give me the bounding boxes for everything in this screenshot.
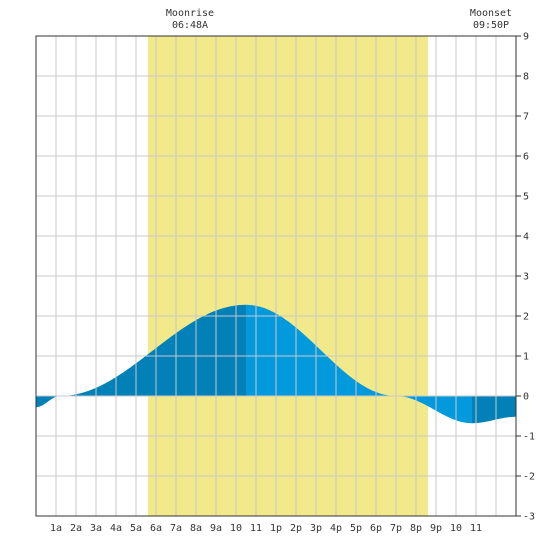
moonset-label: Moonset [470, 8, 512, 19]
x-tick-label: 11 [250, 523, 262, 534]
y-tick-label: 1 [523, 352, 529, 363]
y-tick-label: 3 [523, 272, 529, 283]
tide-area-segment [36, 304, 246, 408]
x-tick-label: 1p [270, 523, 282, 534]
x-tick-label: 11 [470, 523, 482, 534]
y-tick-label: -3 [523, 512, 535, 523]
x-tick-label: 7a [170, 523, 182, 534]
moonset-annotation: Moonset 09:50P [470, 8, 512, 31]
x-tick-label: 2a [70, 523, 82, 534]
x-tick-label: 6p [370, 523, 382, 534]
moonrise-annotation: Moonrise 06:48A [166, 8, 214, 31]
x-tick-label: 4a [110, 523, 122, 534]
x-tick-label: 2p [290, 523, 302, 534]
x-tick-label: 4p [330, 523, 342, 534]
x-tick-label: 10 [230, 523, 242, 534]
y-tick-label: -1 [523, 432, 535, 443]
x-tick-label: 1a [50, 523, 62, 534]
y-tick-label: 7 [523, 112, 529, 123]
tide-series [36, 304, 516, 424]
tick-labels: 1a 2a 3a 4a 5a 6a 7a 8a 9a 10 11 1p 2p 3p 4p 5p 6p 7p 8p 9p… [50, 32, 535, 535]
moonset-time: 09:50P [473, 20, 509, 31]
x-tick-label: 6a [150, 523, 162, 534]
x-tick-label: 5p [350, 523, 362, 534]
x-tick-label: 10 [450, 523, 462, 534]
x-tick-label: 5a [130, 523, 142, 534]
y-tick-label: 6 [523, 152, 529, 163]
x-tick-label: 8a [190, 523, 202, 534]
y-tick-label: 9 [523, 32, 529, 43]
y-tick-label: -2 [523, 472, 535, 483]
tide-area-segment [246, 304, 472, 424]
x-tick-label: 9p [430, 523, 442, 534]
y-tick-label: 5 [523, 192, 529, 203]
x-tick-label: 9a [210, 523, 222, 534]
x-tick-label: 8p [410, 523, 422, 534]
moonrise-label: Moonrise [166, 8, 214, 19]
tide-area-segment [472, 396, 516, 424]
grid [36, 36, 516, 516]
x-tick-label: 7p [390, 523, 402, 534]
axes [35, 35, 521, 517]
y-tick-label: 4 [523, 232, 529, 243]
moonrise-time: 06:48A [172, 20, 208, 31]
x-tick-label: 3p [310, 523, 322, 534]
x-tick-label: 3a [90, 523, 102, 534]
y-tick-label: 0 [523, 392, 529, 403]
y-tick-label: 8 [523, 72, 529, 83]
y-tick-label: 2 [523, 312, 529, 323]
